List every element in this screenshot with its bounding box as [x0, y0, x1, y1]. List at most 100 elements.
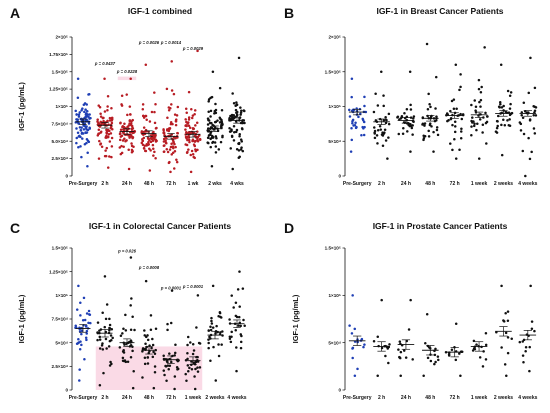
p-value-annotation: p = 0.0014	[160, 40, 182, 45]
data-point	[174, 145, 177, 149]
data-point	[187, 148, 190, 151]
data-point	[129, 113, 132, 116]
data-point	[143, 130, 146, 133]
data-point	[75, 141, 78, 145]
data-point	[122, 145, 125, 148]
data-point	[211, 284, 215, 288]
data-point	[522, 361, 525, 364]
data-point	[153, 121, 157, 125]
x-tick-label: 1 wk	[188, 181, 199, 187]
data-point	[207, 98, 211, 101]
category-4-weeks	[518, 56, 538, 178]
data-point	[146, 136, 150, 140]
data-point	[162, 369, 166, 372]
data-point	[210, 165, 214, 168]
data-point	[427, 135, 431, 138]
data-point	[141, 103, 145, 106]
data-point	[451, 148, 454, 152]
data-point	[103, 77, 106, 80]
data-point	[499, 63, 503, 67]
data-point	[155, 126, 158, 130]
data-point	[237, 315, 241, 319]
data-point	[478, 100, 481, 104]
data-point	[185, 111, 188, 114]
data-point	[376, 374, 379, 378]
data-point	[162, 132, 166, 135]
data-point	[519, 122, 523, 126]
data-point	[508, 124, 512, 127]
data-point	[459, 136, 463, 140]
data-point	[351, 109, 354, 112]
category-1-week	[184, 294, 202, 391]
data-point	[175, 114, 179, 117]
data-point	[121, 359, 125, 363]
data-point	[186, 364, 190, 367]
x-tick-label: 4 weeks	[518, 395, 537, 401]
data-point	[171, 151, 175, 154]
data-point	[167, 109, 171, 112]
data-point	[214, 102, 217, 106]
data-point	[210, 322, 214, 325]
data-point	[211, 140, 215, 144]
data-point	[239, 148, 243, 151]
y-tick-label: 7.5×10⁴	[52, 317, 69, 322]
data-point	[150, 346, 153, 350]
data-point	[362, 133, 366, 137]
data-point	[508, 107, 512, 110]
data-point	[176, 368, 179, 371]
data-point	[176, 136, 179, 139]
data-point	[375, 134, 379, 137]
data-point	[153, 365, 157, 368]
data-point	[424, 342, 427, 345]
panel-title: IGF-1 in Breast Cancer Patients	[376, 6, 503, 16]
data-point	[166, 116, 169, 119]
data-point	[104, 317, 108, 321]
data-point	[479, 105, 482, 108]
data-point	[126, 113, 129, 117]
data-point	[460, 127, 463, 130]
data-point	[524, 350, 527, 353]
data-point	[77, 284, 80, 288]
data-point	[80, 155, 83, 159]
data-point	[528, 119, 532, 122]
data-point	[217, 148, 221, 151]
data-point	[75, 113, 78, 116]
data-point	[189, 153, 193, 157]
data-point	[194, 148, 197, 151]
x-tick-label: 2 h	[378, 395, 385, 401]
data-point	[421, 123, 424, 126]
x-tick-label: 72 h	[166, 181, 176, 187]
data-point	[478, 118, 482, 121]
data-point	[173, 149, 177, 153]
data-point	[232, 113, 236, 117]
data-point	[192, 127, 196, 130]
data-point	[143, 362, 147, 366]
data-point	[429, 105, 432, 109]
data-point	[376, 104, 380, 107]
data-point	[129, 339, 133, 342]
data-point	[402, 349, 406, 352]
data-point	[485, 142, 488, 145]
data-point	[152, 350, 155, 354]
data-point	[373, 136, 377, 140]
x-tick-label: Pre-Surgery	[69, 181, 98, 187]
data-point	[184, 372, 187, 376]
data-point	[475, 343, 478, 346]
data-point	[209, 145, 212, 149]
data-point	[81, 132, 85, 135]
data-point	[436, 355, 440, 358]
data-point	[193, 112, 196, 116]
data-point	[171, 145, 175, 148]
data-point	[162, 137, 166, 141]
data-point	[348, 108, 351, 112]
data-point	[77, 135, 81, 138]
data-point	[235, 101, 238, 104]
data-point	[132, 369, 135, 373]
data-point	[187, 124, 191, 127]
data-point	[504, 311, 507, 315]
data-point	[191, 114, 195, 117]
data-point	[96, 321, 100, 324]
data-point	[432, 150, 435, 153]
data-point	[452, 107, 456, 110]
data-point	[240, 146, 243, 149]
